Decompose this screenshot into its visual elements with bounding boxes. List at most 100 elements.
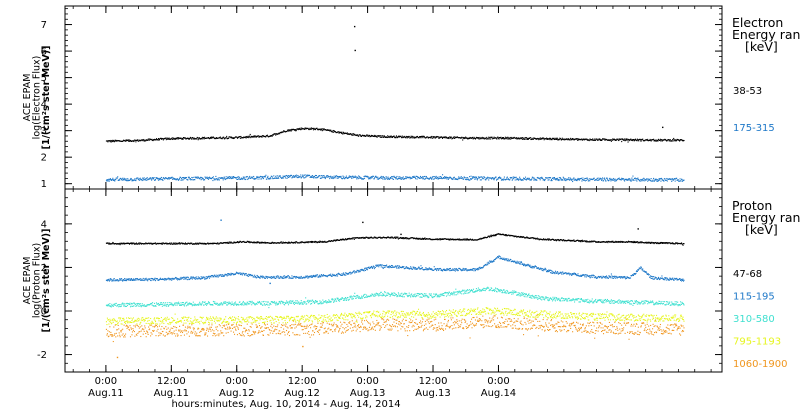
data-point	[611, 139, 613, 141]
data-point	[505, 137, 507, 139]
data-point	[279, 277, 281, 279]
data-point	[143, 177, 145, 179]
data-point	[202, 177, 204, 180]
data-point	[234, 273, 237, 275]
series-310-580	[105, 286, 685, 309]
data-point	[527, 138, 529, 140]
data-point	[588, 180, 590, 182]
data-point	[295, 277, 297, 279]
data-point	[315, 175, 318, 177]
data-point	[438, 177, 440, 179]
data-point	[539, 178, 541, 180]
data-point	[418, 266, 420, 268]
data-point	[111, 243, 113, 245]
data-point	[127, 139, 129, 141]
data-point	[187, 137, 189, 139]
data-point	[435, 268, 437, 270]
data-point	[644, 180, 646, 182]
data-point	[529, 137, 531, 139]
data-point	[180, 304, 183, 306]
data-point	[675, 178, 677, 180]
data-point	[114, 280, 116, 282]
data-point	[547, 269, 549, 272]
data-point	[325, 274, 327, 277]
data-point	[221, 275, 223, 277]
data-point	[394, 266, 396, 268]
data-point	[219, 304, 221, 306]
data-point	[573, 138, 575, 140]
data-point	[275, 275, 277, 277]
data-point	[580, 139, 582, 141]
data-point	[109, 305, 111, 308]
outlier-point	[662, 126, 664, 129]
data-point	[646, 178, 648, 180]
data-point	[412, 176, 414, 178]
data-point	[154, 179, 156, 181]
data-point	[114, 140, 116, 142]
data-point	[635, 241, 637, 243]
data-point	[222, 302, 224, 304]
data-point	[278, 275, 280, 277]
data-point	[509, 259, 511, 261]
data-point	[475, 177, 477, 179]
data-point	[331, 275, 333, 277]
data-point	[551, 270, 553, 272]
data-point	[664, 278, 666, 280]
data-point	[270, 135, 272, 137]
data-point	[303, 128, 305, 130]
data-point	[424, 268, 426, 270]
data-point	[115, 140, 117, 142]
data-point	[119, 179, 121, 181]
data-point	[555, 138, 557, 140]
data-point	[260, 176, 262, 178]
data-point	[295, 130, 297, 132]
data-point	[226, 274, 228, 276]
data-point	[206, 177, 208, 179]
data-point	[445, 177, 448, 179]
data-point	[239, 272, 241, 274]
data-point	[521, 236, 523, 238]
data-point	[146, 305, 148, 307]
data-point	[478, 176, 480, 178]
data-point	[180, 179, 182, 181]
data-point	[288, 241, 291, 243]
data-point	[311, 275, 313, 277]
data-point	[345, 238, 347, 240]
data-point	[618, 139, 620, 142]
data-point	[178, 302, 180, 305]
data-point	[226, 275, 228, 277]
data-point	[656, 179, 659, 181]
data-point	[194, 176, 196, 178]
data-point	[641, 269, 643, 271]
data-point	[550, 269, 552, 272]
data-point	[112, 139, 114, 141]
data-point	[592, 178, 594, 180]
data-point	[276, 177, 278, 179]
data-point	[145, 140, 147, 142]
data-point	[276, 175, 278, 177]
data-point	[420, 137, 422, 139]
data-point	[647, 273, 649, 275]
data-point	[417, 238, 419, 240]
data-point	[511, 176, 513, 179]
data-point	[181, 179, 183, 181]
data-point	[620, 178, 622, 180]
data-point	[495, 137, 497, 139]
data-point	[576, 139, 579, 141]
data-point	[499, 176, 501, 178]
data-point	[201, 137, 203, 139]
data-point	[183, 305, 186, 307]
data-point	[666, 177, 668, 180]
data-point	[653, 242, 655, 244]
data-point	[200, 242, 202, 244]
data-point	[611, 240, 613, 242]
data-point	[571, 178, 573, 180]
data-point	[395, 265, 397, 267]
data-point	[148, 138, 150, 140]
data-point	[489, 236, 491, 238]
data-point	[377, 135, 379, 137]
data-point	[392, 176, 394, 178]
data-point	[137, 139, 139, 141]
data-point	[253, 175, 255, 178]
data-point	[221, 177, 223, 179]
